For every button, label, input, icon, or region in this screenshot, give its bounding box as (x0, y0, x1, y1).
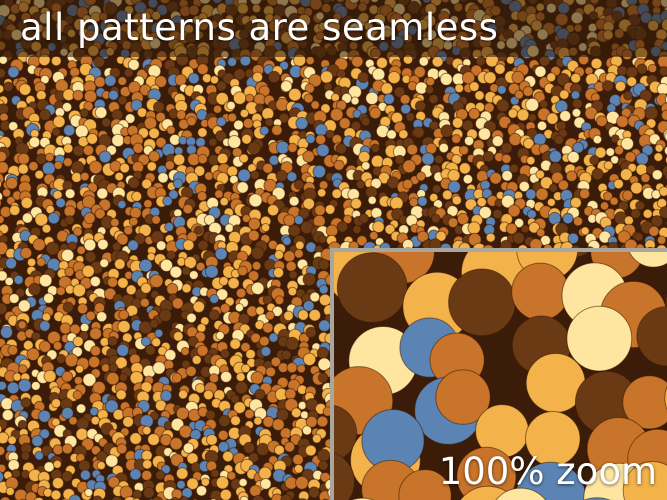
zoomed-sequins-image (334, 252, 667, 500)
zoom-label: 100% zoom (438, 450, 657, 493)
headline-text: all patterns are seamless (20, 6, 499, 49)
headline-banner (0, 0, 667, 57)
zoom-inset: 100% zoom (330, 248, 667, 500)
